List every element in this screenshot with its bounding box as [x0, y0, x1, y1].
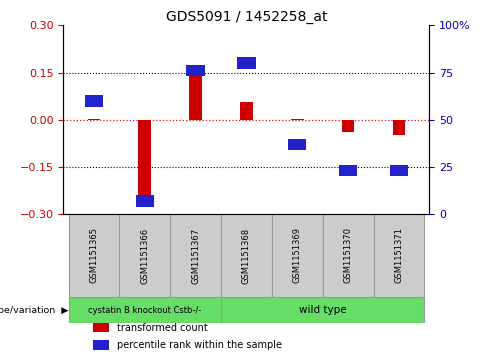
FancyBboxPatch shape: [120, 214, 170, 297]
Text: GSM1151368: GSM1151368: [242, 227, 251, 284]
Bar: [139, 120, 151, 206]
Bar: [93, 323, 109, 333]
Text: genotype/variation  ▶: genotype/variation ▶: [0, 306, 68, 314]
FancyBboxPatch shape: [221, 297, 425, 323]
Text: wild type: wild type: [299, 305, 346, 315]
Text: GSM1151365: GSM1151365: [89, 228, 99, 284]
FancyBboxPatch shape: [323, 214, 373, 297]
Text: GSM1151371: GSM1151371: [394, 228, 404, 284]
Text: percentile rank within the sample: percentile rank within the sample: [117, 340, 282, 350]
Text: GSM1151367: GSM1151367: [191, 227, 200, 284]
FancyBboxPatch shape: [373, 214, 425, 297]
Text: GSM1151366: GSM1151366: [140, 227, 149, 284]
Bar: [392, 120, 406, 135]
Bar: [87, 119, 101, 120]
Text: GSM1151370: GSM1151370: [344, 228, 353, 284]
FancyBboxPatch shape: [272, 214, 323, 297]
Bar: [291, 119, 304, 120]
Text: transformed count: transformed count: [117, 322, 207, 333]
Bar: [186, 65, 205, 76]
Bar: [342, 120, 354, 132]
Bar: [85, 95, 103, 107]
FancyBboxPatch shape: [221, 214, 272, 297]
FancyBboxPatch shape: [68, 214, 120, 297]
Bar: [240, 102, 253, 120]
Bar: [390, 165, 408, 176]
Bar: [237, 57, 256, 69]
Bar: [93, 340, 109, 350]
Bar: [339, 165, 357, 176]
FancyBboxPatch shape: [170, 214, 221, 297]
Bar: [136, 195, 154, 207]
Text: GSM1151369: GSM1151369: [293, 228, 302, 284]
Bar: [288, 139, 306, 150]
Bar: [189, 68, 202, 120]
Title: GDS5091 / 1452258_at: GDS5091 / 1452258_at: [166, 11, 327, 24]
Text: cystatin B knockout Cstb-/-: cystatin B knockout Cstb-/-: [88, 306, 202, 314]
FancyBboxPatch shape: [68, 297, 221, 323]
